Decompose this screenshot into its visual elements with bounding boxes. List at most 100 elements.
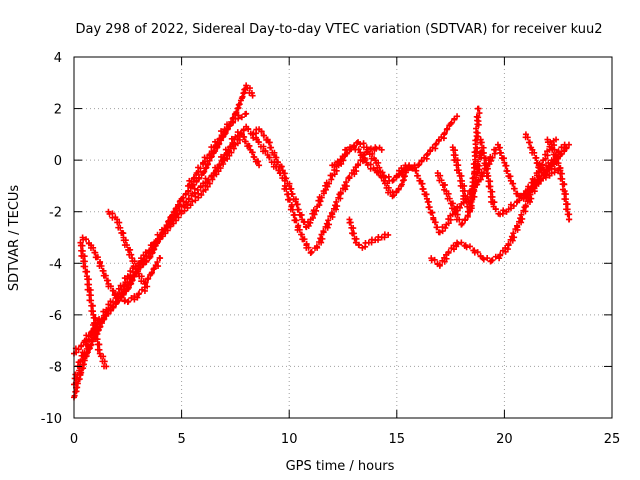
data-point [510,185,517,192]
data-point [414,172,421,179]
data-point [164,227,171,234]
data-point [356,241,363,248]
data-point [110,299,117,306]
data-point [418,180,425,187]
data-point [559,175,566,182]
data-point [448,119,455,126]
data-point [343,179,350,186]
data-point [89,302,96,309]
data-point [123,242,130,249]
data-point [79,242,86,249]
data-point [243,110,250,117]
data-point [94,330,101,337]
data-point [148,269,155,276]
data-point [132,263,139,270]
series-track-14 [428,157,555,269]
data-point [301,236,308,243]
data-point [249,92,256,99]
data-point [83,345,90,352]
data-point [528,186,535,193]
data-point [489,257,496,264]
data-point [546,166,553,173]
data-point [202,165,209,172]
data-point [519,215,526,222]
data-point [130,273,137,280]
data-point [224,121,231,128]
data-point [240,133,247,140]
y-tick-label: -2 [49,206,62,221]
y-tick-label: -10 [41,412,62,427]
data-point [437,172,444,179]
data-point [185,188,192,195]
data-point [206,152,213,159]
data-point [442,224,449,231]
data-point [509,237,516,244]
data-point [514,190,521,197]
data-point [565,216,572,223]
data-point [349,230,356,237]
data-point [286,196,293,203]
data-point [528,195,535,202]
data-point [562,196,569,203]
data-point [458,239,465,246]
data-point [489,188,496,195]
data-point [175,214,182,221]
y-tick-label: 4 [54,51,62,66]
y-tick-label: -6 [49,309,62,324]
series-track-6 [77,239,110,370]
data-point [185,196,192,203]
y-axis-label: SDTVAR / TECUs [7,185,22,292]
data-point [325,217,332,224]
data-point [476,110,483,117]
data-point [446,195,453,202]
data-point [83,236,90,243]
data-point [235,112,242,119]
data-point [531,176,538,183]
data-point [474,249,481,256]
data-point [398,181,405,188]
data-point [109,287,116,294]
data-point [564,206,571,213]
data-point [428,209,435,216]
data-point [562,191,569,198]
data-point [178,208,185,215]
data-point [87,287,94,294]
data-point [241,86,248,93]
data-point [379,169,386,176]
data-point [433,224,440,231]
data-point [267,144,274,151]
data-point [480,256,487,263]
series-track-21 [522,141,572,200]
data-point [118,294,125,301]
y-tick-label: -4 [49,257,62,272]
data-point [201,168,208,175]
data-point [432,141,439,148]
data-point [350,225,357,232]
data-point [504,246,511,253]
series-track-8 [249,126,349,231]
data-point [431,256,438,263]
data-point [81,350,88,357]
x-tick-label: 20 [496,432,513,447]
data-point [172,205,179,212]
series-track-4 [79,234,151,305]
axis-ticks: 0 5 10 15 20 25 -10 -8 -6 -4 -2 0 2 4 [41,51,621,447]
data-point [230,119,237,126]
data-point [136,290,143,297]
data-point [539,164,546,171]
data-point [256,162,263,169]
data-point [204,155,211,162]
data-point [385,231,392,238]
data-point [217,165,224,172]
data-point [505,240,512,247]
series-track-5 [105,208,164,287]
data-point [441,181,448,188]
data-point [125,298,132,305]
data-point [91,249,98,256]
data-point [249,131,256,138]
data-point [272,154,279,161]
data-point [197,184,204,191]
data-point [470,161,477,168]
data-point [376,164,383,171]
data-point [564,211,571,218]
